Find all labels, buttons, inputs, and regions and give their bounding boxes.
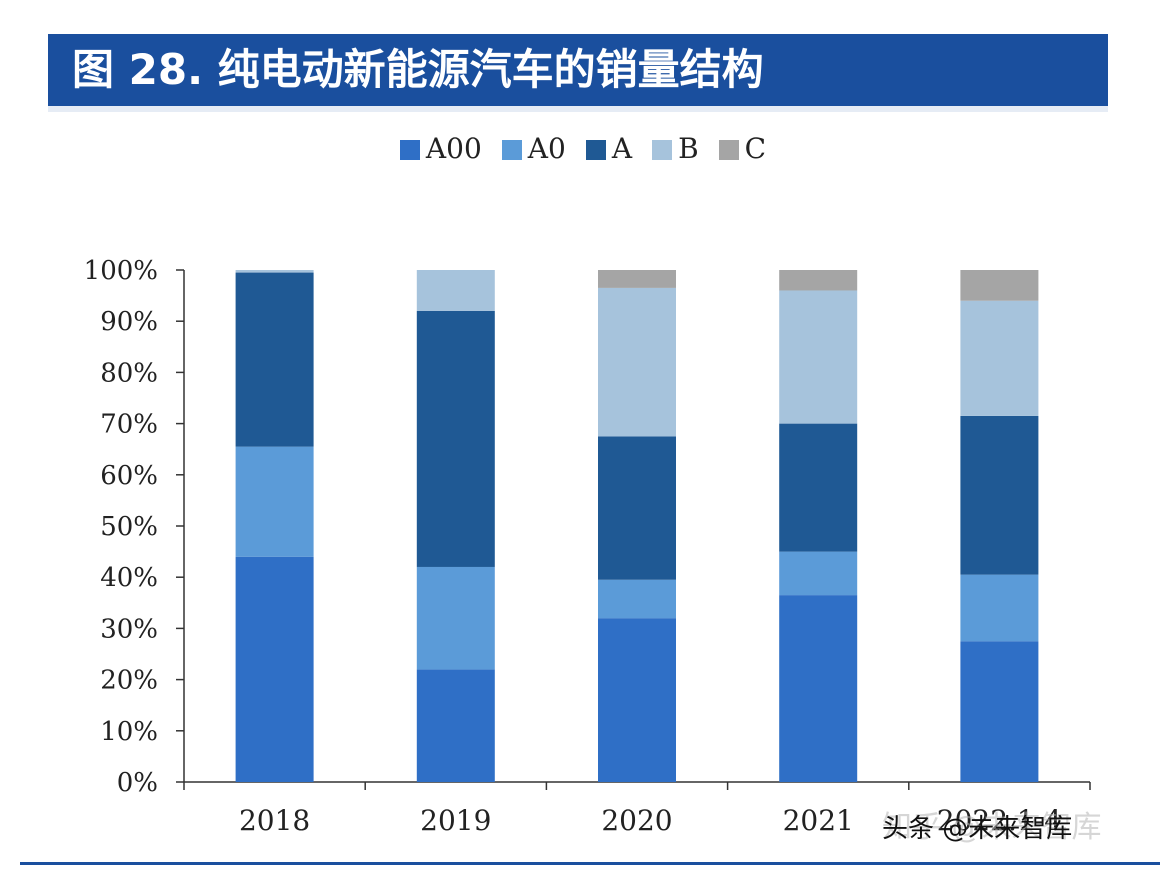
y-tick-label: 30% [100, 614, 158, 644]
legend-item-a: A [585, 132, 633, 165]
legend-item-b: B [652, 132, 699, 165]
y-tick-label: 80% [100, 358, 158, 388]
bar-a0-2019 [416, 566, 495, 670]
legend-item-c: C [718, 132, 767, 165]
bar-b-2018 [235, 270, 314, 273]
bar-a-2020 [598, 436, 676, 580]
bar-a-2019 [416, 310, 495, 567]
y-tick-label: 0% [117, 768, 158, 798]
watermark: 头条 @未来智库 [882, 814, 1073, 844]
bottom-rule [20, 862, 1160, 865]
bar-a-2021 [779, 423, 858, 552]
bar-a0-2018 [235, 446, 314, 557]
legend-swatch-a0 [501, 140, 522, 160]
bar-a00-2021 [779, 595, 858, 782]
bar-a0-2022.1-4 [960, 574, 1039, 642]
bar-c-2022.1-4 [960, 270, 1039, 301]
legend-swatch-c [718, 140, 739, 160]
legend-swatch-a00 [399, 140, 420, 160]
y-tick-label: 10% [100, 717, 158, 747]
bar-b-2019 [416, 270, 495, 311]
header-shadow [48, 106, 1108, 112]
legend-label-a: A [611, 132, 633, 165]
y-tick-label: 40% [100, 563, 158, 593]
bar-c-2021 [779, 270, 858, 291]
x-tick-label: 2019 [420, 804, 491, 837]
x-tick-label: 2021 [783, 804, 854, 837]
bar-a00-2018 [235, 556, 314, 782]
bar-b-2020 [598, 287, 676, 437]
legend-swatch-a [585, 140, 606, 160]
header-bar: 图 28. 纯电动新能源汽车的销量结构 [48, 34, 1108, 106]
legend-label-b: B [678, 132, 699, 165]
legend-item-a0: A0 [501, 132, 566, 165]
watermark-faint: 知乎 @未来智库 [882, 810, 1102, 845]
x-tick-label: 2018 [239, 804, 310, 837]
legend-swatch-b [652, 140, 673, 160]
y-tick-label: 70% [100, 410, 158, 440]
bar-a00-2022.1-4 [960, 641, 1039, 782]
legend-label-c: C [744, 132, 767, 165]
bar-a-2018 [235, 272, 314, 447]
bar-a0-2020 [598, 579, 676, 619]
bar-a00-2020 [598, 618, 676, 782]
chart-legend: A00 A0 A B C [0, 130, 1166, 165]
legend-label-a0: A0 [527, 132, 566, 165]
legend-item-a00: A00 [399, 132, 482, 165]
bar-b-2022.1-4 [960, 300, 1039, 416]
x-tick-label: 2022.1-4 [937, 804, 1062, 837]
bar-a00-2019 [416, 669, 495, 782]
bar-a-2022.1-4 [960, 415, 1039, 575]
y-tick-label: 60% [100, 461, 158, 491]
legend-label-a00: A00 [425, 132, 482, 165]
y-tick-label: 100% [84, 256, 158, 286]
y-tick-label: 20% [100, 666, 158, 696]
bar-b-2021 [779, 290, 858, 424]
x-tick-label: 2020 [601, 804, 672, 837]
bar-a0-2021 [779, 551, 858, 596]
y-tick-label: 50% [100, 512, 158, 542]
y-tick-label: 90% [100, 307, 158, 337]
bar-c-2020 [598, 270, 676, 288]
page-title: 图 28. 纯电动新能源汽车的销量结构 [72, 45, 764, 94]
